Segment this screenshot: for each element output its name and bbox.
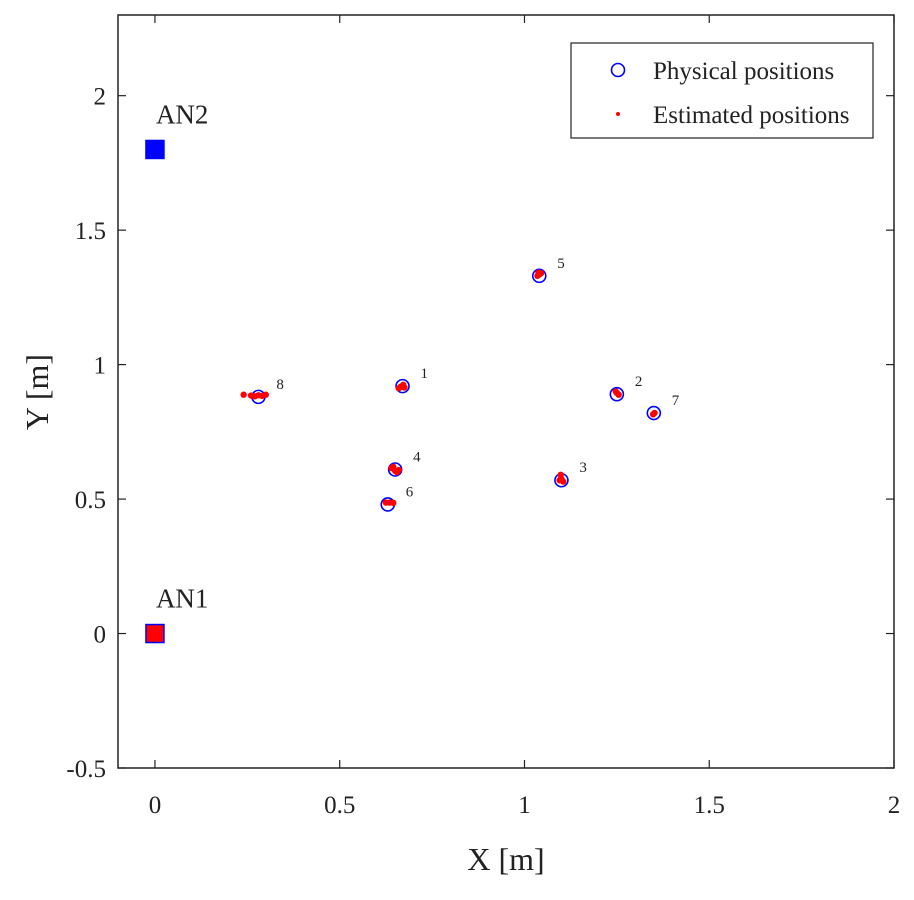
point-label: 1 [421,366,429,382]
estimated-position-point [390,499,397,507]
legend-estimated-label: Estimated positions [653,102,850,129]
ticks-layer: 0 0.5 1 1.5 2 -0.5 0 0.5 1 1.5 2 [66,15,900,819]
y-tick-label: 0 [94,622,107,649]
point-label: 6 [406,484,414,500]
y-tick-label: 2 [94,84,107,111]
legend: Physical positions Estimated positions [570,42,874,139]
legend-estimated-marker [616,112,620,116]
x-tick-label: 0 [149,792,162,819]
point-label: 8 [276,377,284,393]
physical-position-point [646,405,662,421]
estimated-position-point [557,471,564,479]
anchor-marker-an2 [145,139,165,160]
physical-position-point [531,268,547,284]
anchor-label-an1: AN1 [156,584,209,614]
anchor-marker-an1 [145,623,165,644]
x-axis-label: X [m] [467,841,544,877]
y-tick-label: 0.5 [75,487,106,514]
estimated-positions-layer [240,269,658,507]
estimated-position-point [612,388,619,395]
y-tick-label: -0.5 [66,756,106,783]
y-tick-label: 1.5 [75,218,106,245]
plot-area-frame [117,14,895,769]
x-tick-label: 0.5 [324,792,355,819]
physical-position-point [609,386,625,402]
estimated-position-point [395,385,403,392]
physical-position-point [395,378,410,394]
x-tick-label: 2 [888,792,901,819]
estimated-position-point [262,391,270,398]
estimated-position-point [240,391,247,398]
anchors-layer: AN2 AN1 [145,99,209,644]
point-label: 2 [635,374,643,390]
legend-physical-marker [610,62,626,78]
x-tick-label: 1.5 [694,792,725,819]
y-axis-label: Y [m] [19,354,55,430]
estimated-position-point [556,477,563,484]
point-label: 5 [557,256,565,272]
point-label: 7 [672,393,680,409]
y-tick-label: 1 [94,353,107,380]
point-labels-layer: 1 2 3 4 5 6 7 8 [276,256,679,501]
estimated-position-point [401,384,408,391]
estimated-position-point [390,463,397,470]
legend-physical-label: Physical positions [653,58,834,85]
point-label: 3 [579,460,587,476]
anchor-label-an2: AN2 [156,99,209,129]
legend-box [570,42,874,139]
estimated-position-point [535,269,542,276]
point-label: 4 [413,449,421,465]
estimated-position-point [649,411,657,418]
estimated-position-point [393,468,401,476]
x-tick-label: 1 [518,792,531,819]
